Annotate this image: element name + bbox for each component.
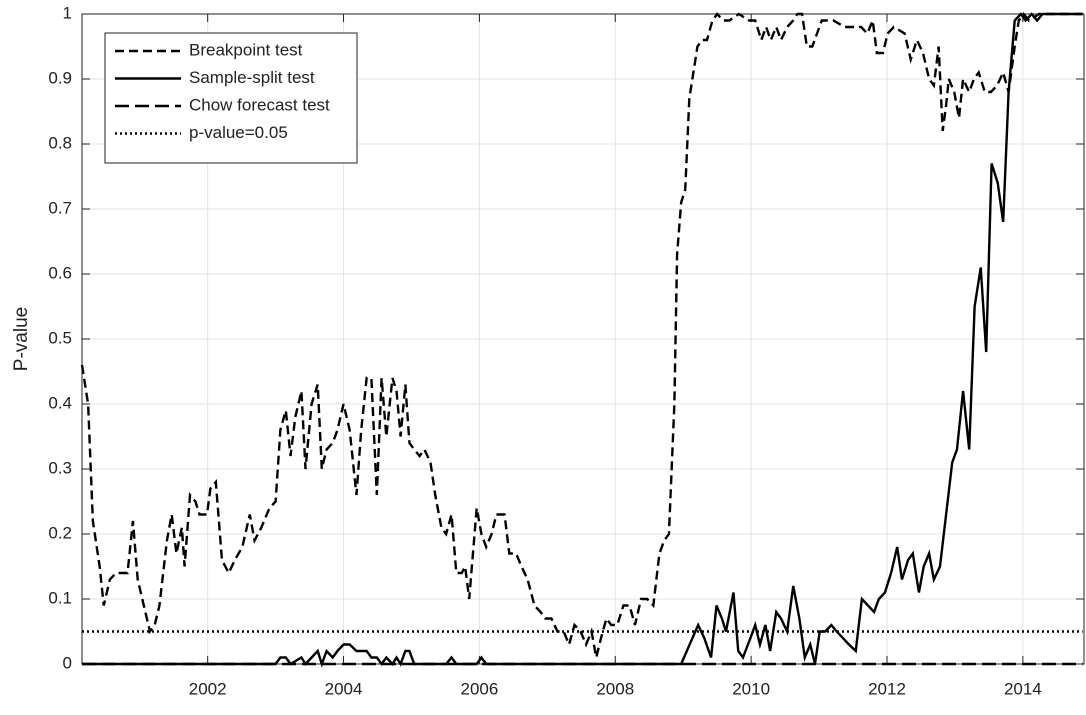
y-tick-label: 0.8 [48,133,72,152]
x-tick-label: 2004 [325,679,363,698]
x-tick-label: 2012 [868,679,906,698]
x-tick-label: 2002 [189,679,227,698]
series-line [80,12,1083,658]
legend-box [104,32,358,164]
y-axis-label: P-value [11,307,32,371]
y-tick-label: 0.9 [48,68,72,87]
x-tick-label: 2006 [460,679,498,698]
y-tick-label: 1 [63,3,72,22]
y-tick-label: 0.1 [48,588,72,607]
y-tick-label: 0.3 [48,458,72,477]
x-tick-label: 2008 [596,679,634,698]
legend-label: p-value=0.05 [189,123,288,142]
series-line [82,12,1083,668]
legend-label: Chow forecast test [189,95,330,114]
legend-label: Breakpoint test [189,40,303,59]
y-tick-label: 0.7 [48,198,72,217]
y-tick-label: 0.6 [48,263,72,282]
y-tick-label: 0.5 [48,328,72,347]
x-tick-label: 2014 [1004,679,1042,698]
legend: Breakpoint test Sample-split test Chow for… [104,32,358,164]
y-tick-label: 0 [63,653,72,672]
legend-label: Sample-split test [189,68,315,87]
x-tick-label: 2010 [732,679,770,698]
y-tick-label: 0.4 [48,393,72,412]
y-tick-label: 0.2 [48,523,72,542]
